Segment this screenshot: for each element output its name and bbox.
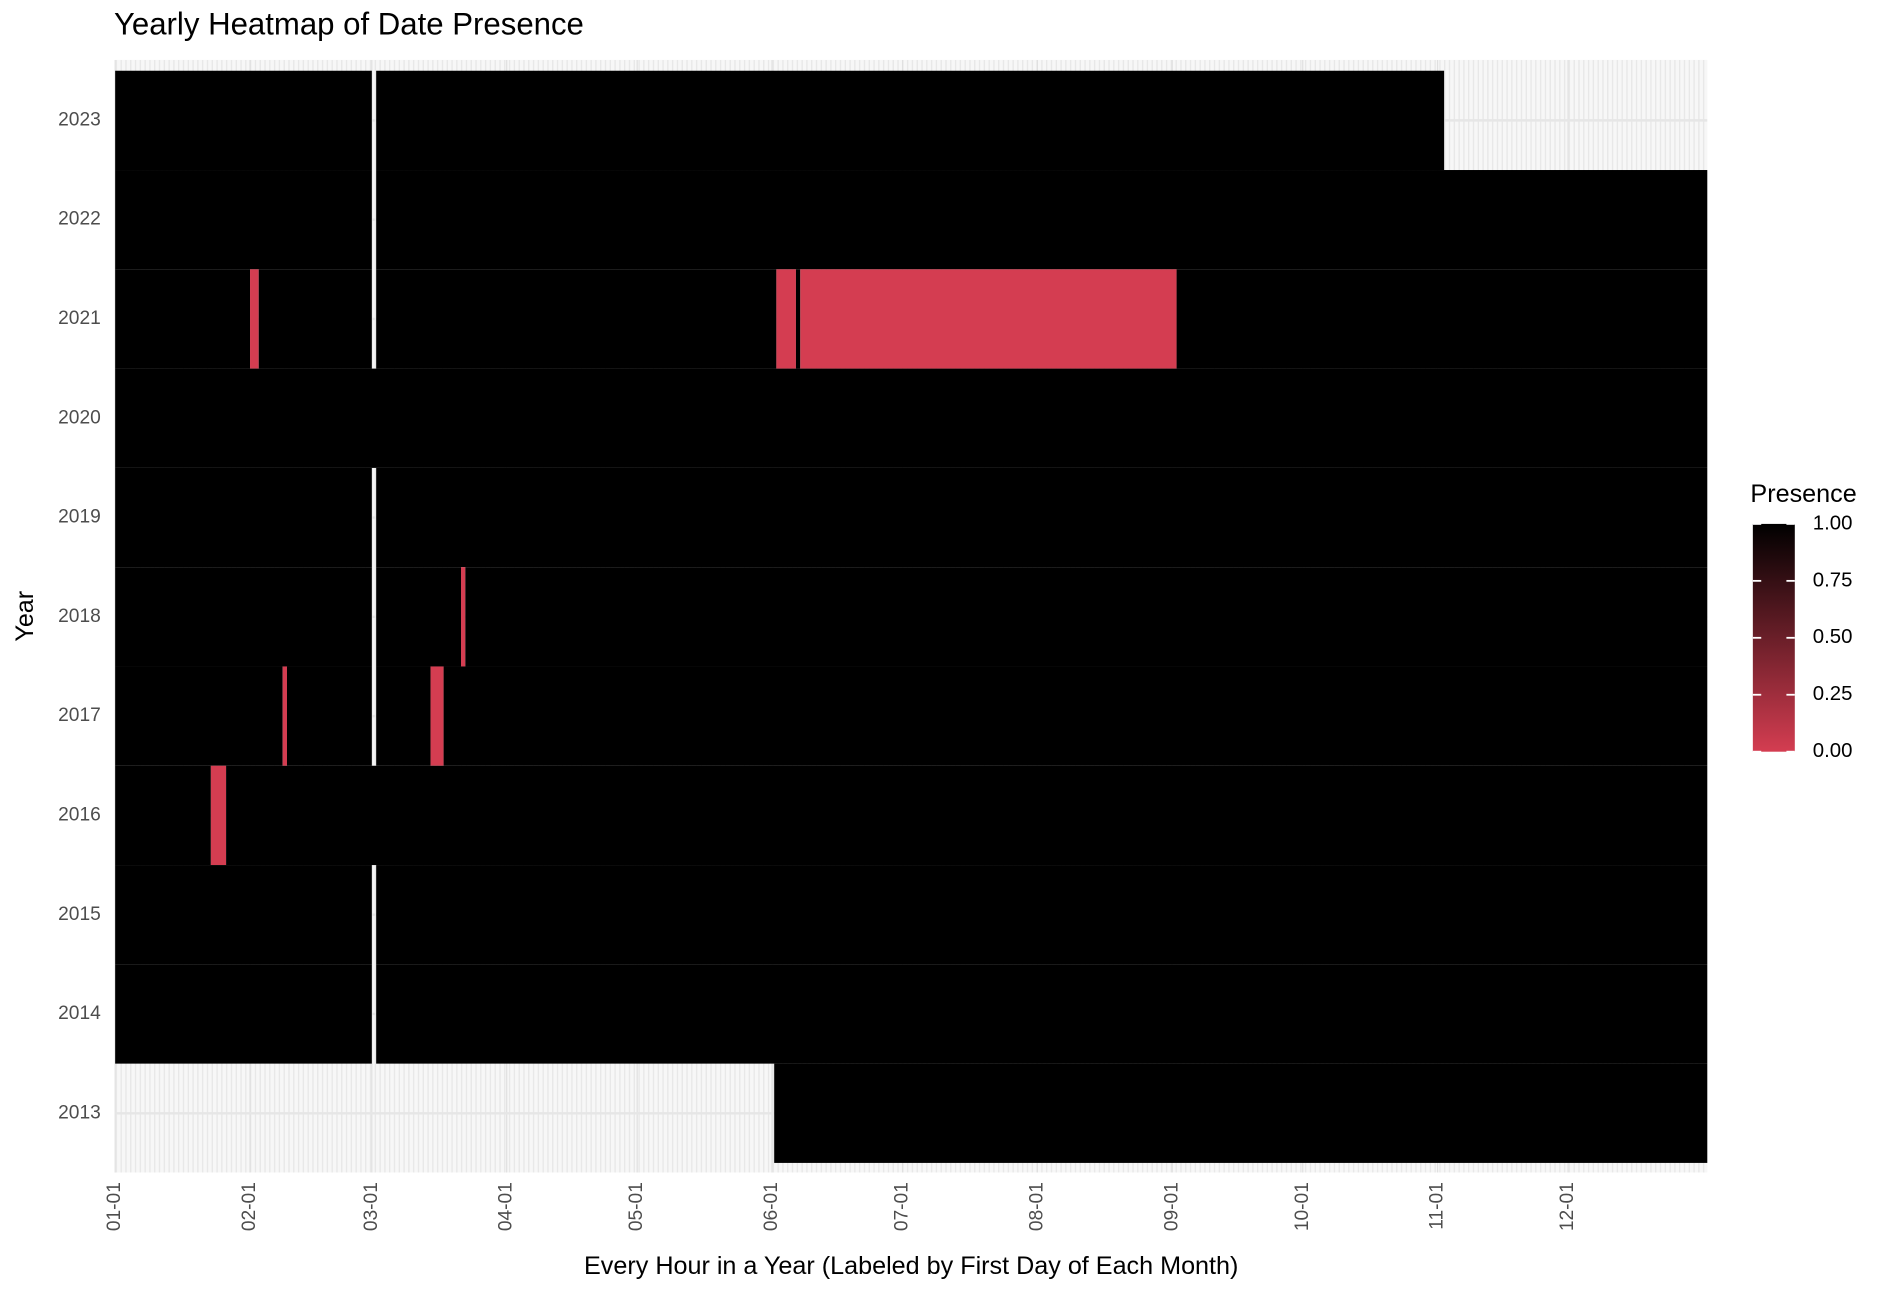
heat-tile — [282, 666, 287, 766]
x-axis-title: Every Hour in a Year (Labeled by First D… — [584, 1252, 1238, 1280]
heat-tile — [286, 666, 372, 766]
y-tick-label: 2018 — [58, 606, 101, 627]
heat-tile — [376, 467, 1708, 568]
heat-tile — [465, 567, 1708, 667]
heat-tile — [443, 666, 1708, 766]
heat-tile — [115, 368, 1708, 468]
chart-title: Yearly Heatmap of Date Presence — [114, 7, 584, 42]
heat-tile — [376, 170, 1708, 270]
heat-tile — [115, 567, 372, 667]
x-tick-label: 12-01 — [1557, 1182, 1578, 1231]
heat-tile — [115, 765, 211, 866]
heat-tile — [1176, 269, 1708, 369]
heat-tile — [376, 269, 777, 369]
heat-tile — [115, 964, 372, 1064]
heat-tile — [376, 70, 1445, 171]
y-tick-label: 2017 — [58, 705, 101, 726]
heat-tile — [774, 1063, 1708, 1163]
x-tick-label: 09-01 — [1161, 1182, 1182, 1231]
y-tick-label: 2022 — [58, 209, 101, 230]
y-tick-label: 2013 — [58, 1102, 101, 1123]
y-tick-label: 2023 — [58, 109, 101, 130]
x-tick-label: 08-01 — [1026, 1182, 1047, 1231]
legend-tick-label: 0.25 — [1813, 683, 1853, 705]
y-tick-label: 2016 — [58, 804, 101, 825]
heat-tile — [226, 765, 1708, 866]
heat-tile — [376, 567, 461, 667]
x-tick-label: 02-01 — [239, 1182, 260, 1231]
heat-tile — [115, 666, 283, 766]
x-tick-label: 03-01 — [361, 1182, 382, 1231]
y-axis-title: Year — [11, 591, 39, 642]
x-tick-label: 10-01 — [1292, 1182, 1313, 1231]
heat-tile — [250, 269, 259, 369]
legend-tick-label: 0.75 — [1813, 569, 1853, 591]
heat-tile — [795, 269, 801, 369]
heat-tile — [115, 865, 372, 965]
y-tick-label: 2014 — [58, 1003, 101, 1024]
y-tick-label: 2021 — [58, 308, 101, 329]
heat-tile — [800, 269, 1177, 369]
x-tick-label: 04-01 — [496, 1182, 517, 1231]
legend-title: Presence — [1750, 480, 1856, 508]
legend-tick-label: 0.50 — [1813, 626, 1853, 648]
x-tick-label: 06-01 — [761, 1182, 782, 1231]
x-tick-label: 07-01 — [892, 1182, 913, 1231]
x-tick-label: 11-01 — [1427, 1182, 1448, 1230]
y-tick-label: 2015 — [58, 904, 101, 925]
y-tick-label: 2019 — [58, 507, 101, 528]
heat-tile — [376, 964, 1708, 1064]
y-tick-label: 2020 — [58, 407, 101, 428]
legend-tick-label: 1.00 — [1813, 512, 1853, 534]
heat-tile — [115, 269, 251, 369]
heat-tile — [376, 865, 1708, 965]
heat-tile — [115, 467, 372, 568]
heat-tile — [210, 765, 227, 866]
heat-tile — [376, 666, 431, 766]
heat-tile — [460, 567, 466, 667]
legend-tick-label: 0.00 — [1813, 740, 1853, 762]
x-tick-label: 05-01 — [626, 1182, 647, 1231]
x-tick-label: 01-01 — [104, 1182, 125, 1231]
heat-tile — [258, 269, 372, 369]
heat-tile — [776, 269, 796, 369]
heat-tile — [430, 666, 444, 766]
heat-tile — [115, 170, 372, 270]
heat-tile — [115, 70, 372, 171]
